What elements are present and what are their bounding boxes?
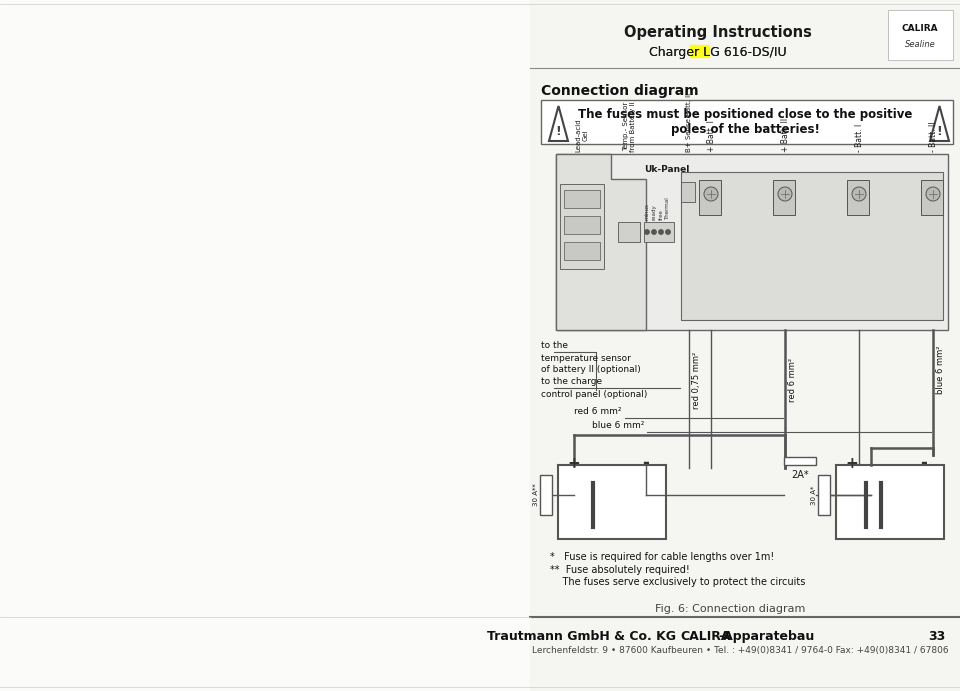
Bar	[618, 222, 640, 242]
Text: Charger LG 616-DS/IU: Charger LG 616-DS/IU	[649, 46, 787, 59]
Text: free: free	[659, 209, 663, 220]
Text: -Apparatebau: -Apparatebau	[718, 630, 814, 643]
Bar	[681, 182, 695, 202]
Text: Thermal: Thermal	[665, 197, 670, 220]
Text: *   Fuse is required for cable lengths over 1m!: * Fuse is required for cable lengths ove…	[550, 552, 775, 562]
Text: to the: to the	[541, 341, 568, 350]
Bar	[888, 10, 953, 60]
Text: red 6 mm²: red 6 mm²	[574, 407, 622, 416]
Bar	[540, 475, 552, 515]
Bar	[818, 475, 830, 515]
Circle shape	[704, 187, 718, 201]
Text: Lead-acid
Gel: Lead-acid Gel	[575, 118, 588, 152]
Bar	[0, 0, 530, 691]
Text: Operating Instructions: Operating Instructions	[624, 24, 812, 39]
Text: +: +	[567, 456, 581, 471]
Bar	[921, 180, 943, 215]
Circle shape	[659, 230, 663, 234]
Text: control panel (optional): control panel (optional)	[541, 390, 647, 399]
Text: to the charge: to the charge	[541, 377, 602, 386]
Text: B+ Sense Batt. II: B+ Sense Batt. II	[686, 93, 692, 152]
Bar	[784, 457, 816, 465]
Bar	[699, 180, 721, 215]
Text: The fuses serve exclusively to protect the circuits: The fuses serve exclusively to protect t…	[550, 577, 805, 587]
Bar	[564, 216, 600, 234]
Bar	[556, 154, 948, 330]
Circle shape	[666, 230, 670, 234]
Circle shape	[652, 230, 657, 234]
Bar	[773, 180, 795, 215]
Bar	[530, 0, 960, 691]
Text: -: -	[921, 454, 927, 472]
Text: of battery II (optional): of battery II (optional)	[541, 365, 640, 374]
Text: !: !	[556, 125, 562, 138]
Text: red 6 mm²: red 6 mm²	[788, 358, 797, 402]
Text: red 0,75 mm²: red 0,75 mm²	[692, 352, 701, 408]
Text: CALIRA: CALIRA	[901, 23, 938, 32]
Text: + Batt. II: + Batt. II	[780, 118, 789, 152]
Text: Lerchenfeldstr. 9 • 87600 Kaufbeuren • Tel. : +49(0)8341 / 9764-0 Fax: +49(0)834: Lerchenfeldstr. 9 • 87600 Kaufbeuren • T…	[532, 646, 948, 655]
Text: Uk-Panel: Uk-Panel	[644, 165, 689, 174]
Text: Trautmann GmbH & Co. KG: Trautmann GmbH & Co. KG	[487, 630, 680, 643]
Text: Charger LG 616-DS/IU: Charger LG 616-DS/IU	[649, 46, 787, 59]
Text: 30 A**: 30 A**	[533, 484, 539, 507]
Circle shape	[645, 230, 649, 234]
Text: !: !	[937, 125, 943, 138]
Circle shape	[778, 187, 792, 201]
Text: The fuses must be positioned close to the positive
poles of the batteries!: The fuses must be positioned close to th…	[578, 108, 912, 136]
Bar	[847, 180, 869, 215]
Bar	[681, 172, 943, 320]
Bar	[558, 465, 666, 539]
Text: CALIRA: CALIRA	[680, 630, 731, 643]
Bar	[541, 100, 953, 144]
Text: - Batt. II: - Batt. II	[928, 122, 938, 152]
Text: minus: minus	[644, 203, 650, 220]
Text: +: +	[846, 456, 858, 471]
Text: 33: 33	[927, 630, 945, 643]
Circle shape	[926, 187, 940, 201]
Text: - Batt. I: - Batt. I	[854, 124, 863, 152]
Text: Fig. 6: Connection diagram: Fig. 6: Connection diagram	[655, 604, 805, 614]
Text: Connection diagram: Connection diagram	[541, 84, 699, 98]
Text: + Batt. I: + Batt. I	[707, 120, 715, 152]
Bar	[690, 45, 709, 57]
Bar	[564, 190, 600, 208]
Bar	[836, 465, 944, 539]
Text: 30 A*: 30 A*	[811, 485, 817, 504]
Bar	[560, 184, 604, 269]
Bar	[564, 242, 600, 260]
Text: blue 6 mm²: blue 6 mm²	[591, 421, 644, 430]
Text: 2A*: 2A*	[791, 470, 809, 480]
Polygon shape	[556, 154, 646, 330]
Circle shape	[852, 187, 866, 201]
Text: Sealine: Sealine	[904, 39, 935, 48]
Text: **  Fuse absolutely required!: ** Fuse absolutely required!	[550, 565, 689, 575]
Text: blue 6 mm²: blue 6 mm²	[936, 346, 945, 395]
Text: ready: ready	[652, 205, 657, 220]
Bar	[644, 222, 674, 242]
Text: Temp.- Sensor
from Battery II: Temp.- Sensor from Battery II	[623, 102, 636, 152]
Text: temperature sensor: temperature sensor	[541, 354, 631, 363]
Text: -: -	[642, 454, 649, 472]
